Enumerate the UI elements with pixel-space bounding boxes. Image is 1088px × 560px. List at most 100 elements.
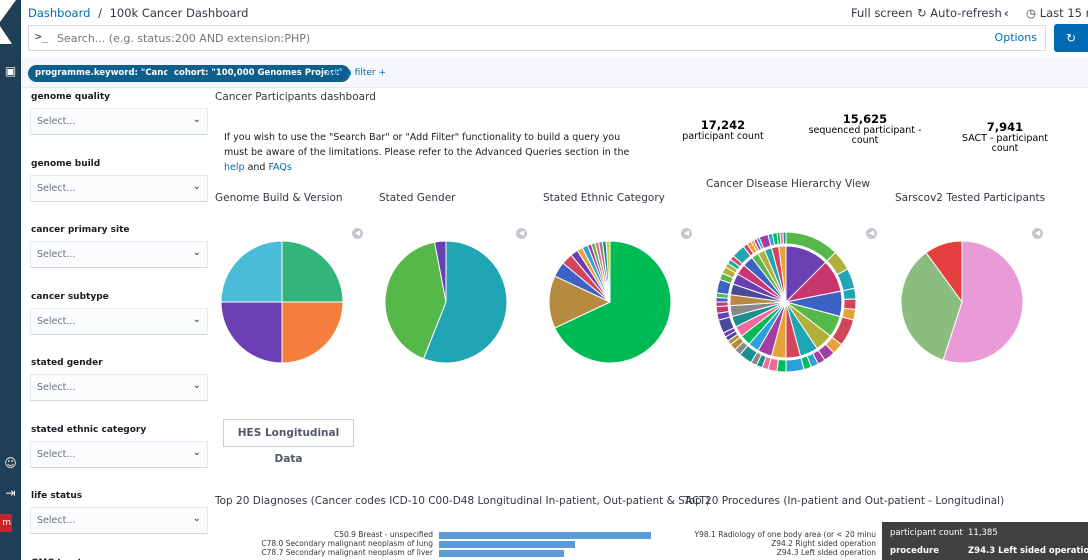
query-options-button[interactable]: Options <box>994 31 1037 44</box>
filter-pill-cohort[interactable]: cohort: "100,000 Genomes Project" <box>167 65 351 82</box>
bar-label: C78.7 Secondary malignant neoplasm of li… <box>261 548 433 557</box>
legend-toggle-button[interactable]: ◀ <box>681 228 692 239</box>
avatar[interactable]: m <box>0 514 12 532</box>
chevron-down-icon: ⌄ <box>192 313 201 325</box>
procedures-title: Top 20 Procedures (In-patient and Out-pa… <box>684 495 1005 507</box>
pie-slice[interactable] <box>548 275 612 329</box>
tooltip-key: procedure <box>890 546 940 556</box>
pie-slice[interactable] <box>220 240 283 303</box>
kibana-logo[interactable] <box>0 0 21 48</box>
metric-value: 15,625 <box>842 112 888 126</box>
chevron-down-icon: ⌄ <box>192 114 201 125</box>
select-placeholder: Select... <box>37 249 76 260</box>
breadcrumb-separator: / <box>98 6 102 20</box>
chevron-down-icon: ⌄ <box>192 513 201 524</box>
legend-toggle-button[interactable]: ◀ <box>516 228 527 239</box>
legend-toggle-button[interactable]: ◀ <box>1032 228 1043 239</box>
tooltip-key: participant count <box>890 528 963 538</box>
bar-label: C78.0 Secondary malignant neoplasm of lu… <box>261 539 433 548</box>
time-picker-button[interactable]: ◷ Last 15 mi <box>1026 6 1088 20</box>
pie-slice[interactable] <box>925 240 963 304</box>
refresh-button[interactable]: ↻ <box>1054 24 1088 52</box>
pie-chart-genome-build <box>220 240 344 364</box>
sunburst-segment[interactable] <box>785 357 805 373</box>
select-placeholder: Select... <box>37 382 76 393</box>
panel-title-ethnic-category: Stated Ethnic Category <box>543 192 665 204</box>
metric-value: 7,941 <box>986 120 1024 134</box>
bar-label: Z94.2 Right sided operation <box>771 539 876 548</box>
control-label: genome build <box>31 158 101 169</box>
side-nav <box>0 0 21 560</box>
control-select[interactable]: Select... ⌄ <box>30 374 208 401</box>
metric-label: SACT - participant count <box>961 133 1049 154</box>
time-prev-button[interactable]: ‹ <box>1004 6 1009 20</box>
pie-slice[interactable] <box>900 251 963 361</box>
refresh-icon: ↻ <box>917 6 927 20</box>
intro-body: If you wish to use the "Search Bar" or "… <box>224 132 630 158</box>
chevron-down-icon: ⌄ <box>192 446 201 458</box>
logout-icon[interactable]: ⇥ <box>5 486 16 500</box>
control-select[interactable]: Select... ⌄ <box>30 108 208 135</box>
faq-link[interactable]: FAQs <box>268 162 292 173</box>
dashboard-icon[interactable]: ▣ <box>4 64 17 78</box>
control-select[interactable]: Select... ⌄ <box>30 507 208 534</box>
control-select[interactable]: Select... ⌄ <box>30 307 208 335</box>
pie-slice[interactable] <box>554 240 672 364</box>
filter-bar: programme.keyword: "Cancer" cohort: "100… <box>21 58 1088 88</box>
pie-slice[interactable] <box>422 240 508 364</box>
panel-title-cancer-hierarchy: Cancer Disease Hierarchy View <box>706 178 870 190</box>
add-filter-button[interactable]: Add a filter + <box>326 68 386 78</box>
control-select[interactable]: Select... ⌄ <box>30 241 208 268</box>
chart-tooltip: participant count 11,385 procedure Z94.3… <box>882 522 1088 560</box>
user-icon[interactable]: ☺ <box>4 456 17 470</box>
query-prompt-icon: >_ <box>35 30 49 43</box>
pie-slice[interactable] <box>433 240 447 303</box>
sunburst-segment[interactable] <box>842 287 857 300</box>
pie-slice[interactable] <box>942 240 1024 364</box>
control-select[interactable]: Select... ⌄ <box>30 174 208 202</box>
tooltip-value: Z94.3 Left sided operation <box>968 546 1088 556</box>
breadcrumb: Dashboard / 100k Cancer Dashboard <box>28 6 248 20</box>
refresh-icon: ↻ <box>1066 31 1077 45</box>
bar[interactable] <box>439 532 651 539</box>
bar[interactable] <box>439 550 565 557</box>
control-label: cancer primary site <box>31 225 130 235</box>
sunburst-segment[interactable] <box>715 301 729 308</box>
bar-label: Z94.3 Left sided operation <box>776 548 876 557</box>
legend-toggle-button[interactable]: ◀ <box>352 228 363 239</box>
breadcrumb-current: 100k Cancer Dashboard <box>109 6 249 20</box>
panel-title-genome-build: Genome Build & Version <box>215 192 343 204</box>
legend-toggle-button[interactable]: ◀ <box>866 228 877 239</box>
pie-slice[interactable] <box>281 301 344 364</box>
pie-slice[interactable] <box>220 301 283 364</box>
search-input[interactable] <box>57 29 957 47</box>
fullscreen-button[interactable]: Full screen <box>851 6 913 20</box>
filter-pill-programme[interactable]: programme.keyword: "Cancer" <box>28 65 190 82</box>
select-placeholder: Select... <box>37 182 76 194</box>
help-link[interactable]: help <box>224 162 245 173</box>
diagnoses-bar-chart: C50.9 Breast - unspecified C78.0 Secondar… <box>215 528 675 560</box>
time-range-label: Last 15 mi <box>1039 6 1088 20</box>
control-label: stated gender <box>31 358 103 368</box>
hes-longitudinal-button[interactable]: HES Longitudinal Data <box>223 419 354 465</box>
bar[interactable] <box>439 541 575 548</box>
panel-title-stated-gender: Stated Gender <box>379 192 456 204</box>
sunburst-segment[interactable] <box>778 245 787 303</box>
control-label: cancer subtype <box>31 291 109 302</box>
select-placeholder: Select... <box>37 116 76 127</box>
pie-slice[interactable] <box>605 240 611 303</box>
sunburst-cancer-hierarchy <box>715 231 857 373</box>
select-placeholder: Select... <box>37 448 76 460</box>
auto-refresh-button[interactable]: ↻ Auto-refresh <box>917 6 1002 20</box>
breadcrumb-dashboard-link[interactable]: Dashboard <box>28 6 91 20</box>
select-placeholder: Select... <box>37 515 76 526</box>
pie-slice[interactable] <box>384 241 447 360</box>
chevron-down-icon: ⌄ <box>192 380 201 391</box>
tooltip-value: 11,385 <box>968 528 998 538</box>
select-placeholder: Select... <box>37 315 76 327</box>
pie-slice[interactable] <box>281 240 344 303</box>
panel-title-sarscov2: Sarscov2 Tested Participants <box>895 192 1046 204</box>
control-select[interactable]: Select... ⌄ <box>30 440 208 468</box>
sunburst-segment[interactable] <box>782 231 787 245</box>
intro-text: If you wish to use the "Search Bar" or "… <box>224 130 644 175</box>
